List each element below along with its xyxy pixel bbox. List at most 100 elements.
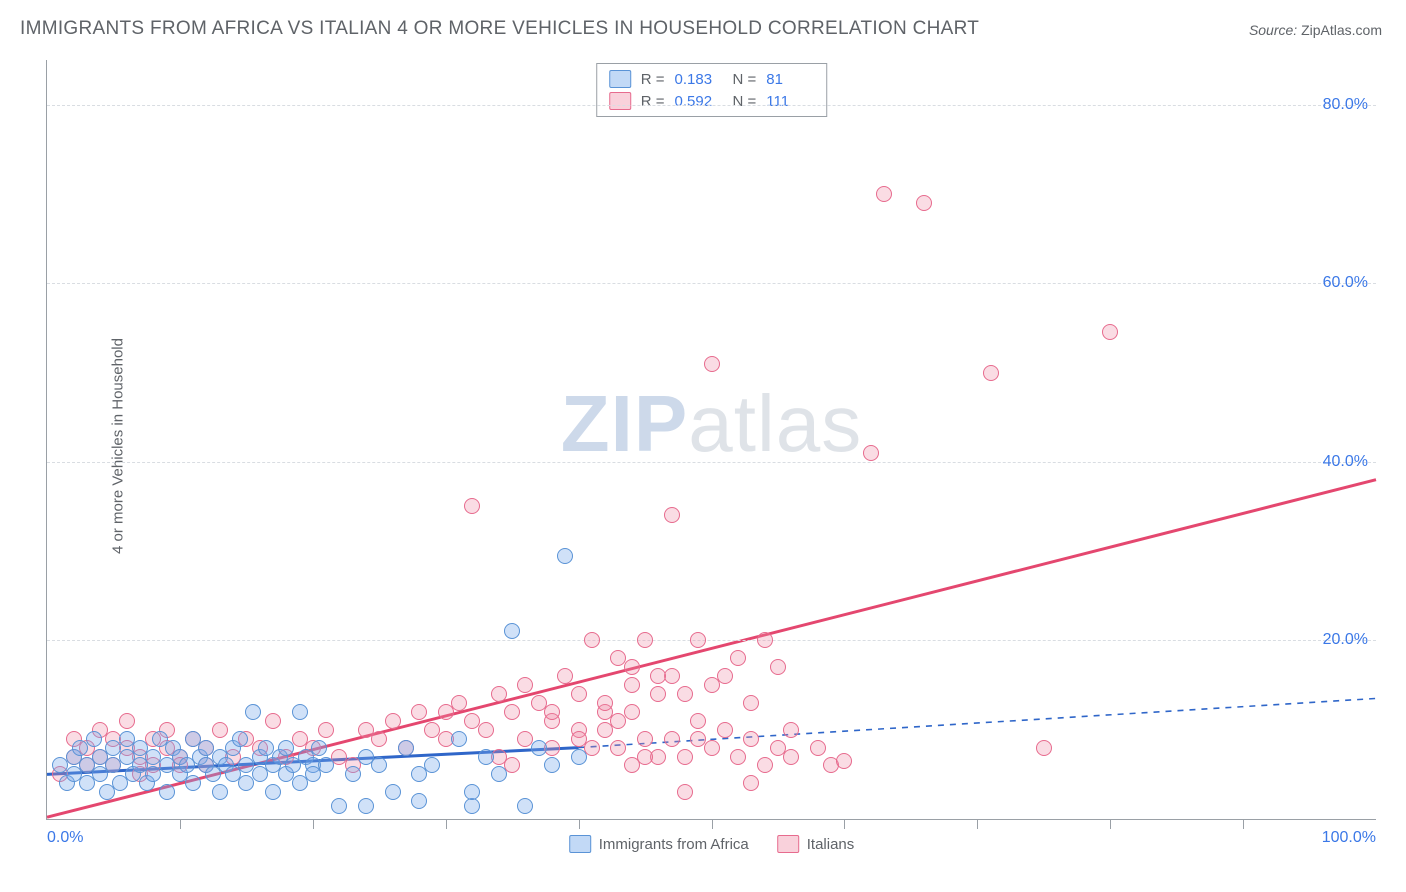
swatch-blue-icon (569, 835, 591, 853)
x-tick (313, 819, 314, 829)
stats-row-pink: R = 0.592 N = 111 (609, 90, 815, 112)
data-point-blue (464, 784, 480, 800)
data-point-pink (650, 686, 666, 702)
source-attribution: Source: ZipAtlas.com (1249, 22, 1382, 38)
data-point-pink (584, 740, 600, 756)
data-point-blue (424, 757, 440, 773)
data-point-blue (544, 757, 560, 773)
legend-label-pink: Italians (807, 836, 855, 853)
data-point-pink (783, 749, 799, 765)
data-point-pink (863, 445, 879, 461)
data-point-pink (690, 731, 706, 747)
data-point-pink (730, 749, 746, 765)
stats-R-pink: 0.592 (675, 93, 723, 110)
data-point-pink (757, 757, 773, 773)
data-point-blue (245, 704, 261, 720)
data-point-pink (504, 704, 520, 720)
stats-legend-box: R = 0.183 N = 81 R = 0.592 N = 111 (596, 63, 828, 117)
data-point-pink (650, 668, 666, 684)
data-point-pink (783, 722, 799, 738)
data-point-pink (610, 740, 626, 756)
data-point-pink (610, 713, 626, 729)
data-point-blue (265, 784, 281, 800)
x-axis-label-right: 100.0% (1322, 829, 1376, 847)
data-point-pink (743, 731, 759, 747)
data-point-pink (438, 704, 454, 720)
data-point-blue (345, 766, 361, 782)
x-tick (712, 819, 713, 829)
data-point-blue (358, 798, 374, 814)
data-point-pink (704, 356, 720, 372)
y-tick-label: 60.0% (1323, 274, 1368, 292)
data-point-blue (331, 798, 347, 814)
data-point-pink (371, 731, 387, 747)
gridline (47, 462, 1376, 463)
data-point-pink (717, 722, 733, 738)
gridline (47, 283, 1376, 284)
swatch-pink-icon (609, 92, 631, 110)
data-point-pink (1102, 324, 1118, 340)
x-tick (446, 819, 447, 829)
gridline (47, 640, 1376, 641)
data-point-pink (544, 704, 560, 720)
y-tick-label: 80.0% (1323, 96, 1368, 114)
data-point-pink (876, 186, 892, 202)
data-point-blue (517, 798, 533, 814)
data-point-pink (491, 686, 507, 702)
data-point-pink (677, 784, 693, 800)
swatch-blue-icon (609, 70, 631, 88)
data-point-pink (318, 722, 334, 738)
data-point-pink (597, 695, 613, 711)
data-point-blue (557, 548, 573, 564)
source-value: ZipAtlas.com (1301, 22, 1382, 38)
data-point-blue (311, 740, 327, 756)
data-point-pink (478, 722, 494, 738)
x-tick (180, 819, 181, 829)
x-tick (1243, 819, 1244, 829)
data-point-blue (385, 784, 401, 800)
data-point-pink (983, 365, 999, 381)
data-point-blue (232, 731, 248, 747)
data-point-pink (677, 686, 693, 702)
data-point-pink (1036, 740, 1052, 756)
data-point-pink (212, 722, 228, 738)
data-point-pink (624, 704, 640, 720)
data-point-pink (584, 632, 600, 648)
data-point-pink (677, 749, 693, 765)
data-point-blue (491, 766, 507, 782)
swatch-pink-icon (777, 835, 799, 853)
stats-N-label: N = (733, 71, 757, 88)
data-point-pink (690, 632, 706, 648)
data-point-blue (185, 775, 201, 791)
y-tick-label: 20.0% (1323, 631, 1368, 649)
data-point-blue (398, 740, 414, 756)
x-tick (1110, 819, 1111, 829)
data-point-pink (770, 659, 786, 675)
source-label: Source: (1249, 22, 1297, 38)
data-point-blue (212, 784, 228, 800)
data-point-pink (557, 668, 573, 684)
data-point-blue (504, 623, 520, 639)
stats-N-pink: 111 (766, 93, 814, 110)
stats-R-blue: 0.183 (675, 71, 723, 88)
data-point-blue (86, 731, 102, 747)
stats-N-label: N = (733, 93, 757, 110)
data-point-blue (571, 749, 587, 765)
data-point-pink (637, 749, 653, 765)
legend-item-blue: Immigrants from Africa (569, 835, 749, 853)
data-point-blue (411, 766, 427, 782)
data-point-pink (690, 713, 706, 729)
data-point-pink (464, 498, 480, 514)
stats-R-label: R = (641, 71, 665, 88)
stats-N-blue: 81 (766, 71, 814, 88)
legend-item-pink: Italians (777, 835, 855, 853)
data-point-pink (717, 668, 733, 684)
data-point-blue (278, 740, 294, 756)
legend-bottom: Immigrants from Africa Italians (569, 835, 855, 853)
data-point-pink (119, 713, 135, 729)
legend-label-blue: Immigrants from Africa (599, 836, 749, 853)
stats-R-label: R = (641, 93, 665, 110)
data-point-blue (318, 757, 334, 773)
data-point-pink (637, 632, 653, 648)
data-point-pink (730, 650, 746, 666)
